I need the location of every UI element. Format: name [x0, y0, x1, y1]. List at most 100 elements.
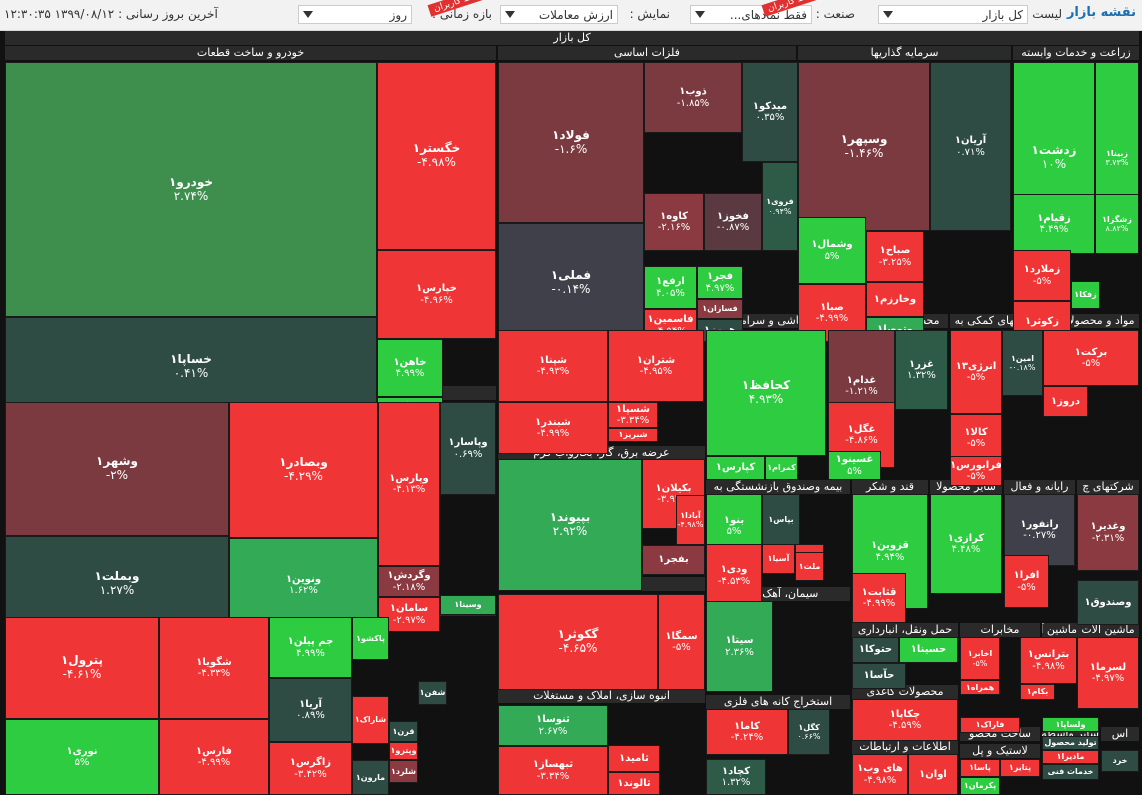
stock-tile[interactable]: ثنوسا۱ ۲.۶۷%	[498, 705, 608, 746]
stock-tile[interactable]: شگویا۱ -۴.۳۳%	[159, 617, 269, 719]
sector-header[interactable]: استخراج کانه های فلزی	[706, 695, 850, 709]
stock-tile[interactable]: کاما۱ -۴.۲۴%	[706, 709, 788, 755]
stock-tile[interactable]: ارفع۱ ۴.۰۵%	[644, 266, 697, 309]
stock-tile[interactable]: پاسا۱	[960, 759, 1000, 777]
stock-tile[interactable]: حسینا۱	[899, 637, 958, 663]
stock-tile[interactable]: شبندر۱ -۴.۹۹%	[498, 402, 608, 454]
stock-tile[interactable]: وخارزم۱	[866, 282, 924, 317]
stock-tile[interactable]: فملی۱ -۰.۱۴%	[498, 223, 644, 342]
stock-tile[interactable]: تولید محصول	[1042, 736, 1099, 750]
stock-tile[interactable]: قرن۱	[389, 721, 418, 742]
stock-tile[interactable]: فجر۱ ۴.۹۷%	[697, 266, 743, 299]
stock-tile[interactable]: شاراک۱	[352, 696, 389, 744]
stock-tile[interactable]: حآسا۱	[852, 663, 906, 689]
sector-header[interactable]: فلزات اساسی	[498, 46, 796, 60]
stock-tile[interactable]: وشهر۱ -۲%	[5, 402, 229, 536]
stock-tile[interactable]: ثالوند۱	[608, 772, 660, 795]
stock-tile[interactable]: همراه۱	[960, 680, 1000, 695]
stock-tile[interactable]: فسازان۱	[697, 299, 743, 319]
stock-tile[interactable]: ولساپا۱	[1042, 717, 1099, 732]
stock-tile[interactable]: آسیا۱	[762, 544, 795, 574]
stock-tile[interactable]: بفجر۱	[642, 545, 705, 575]
stock-tile[interactable]: انرژی۱۳ -۵%	[950, 330, 1002, 414]
stock-tile[interactable]: وپارس۱ -۴.۱۳%	[378, 402, 440, 566]
stock-tile[interactable]: مادیرا۱	[1042, 750, 1099, 764]
stock-tile[interactable]: زشگزا۱ ۸.۸۲%	[1095, 194, 1139, 254]
stock-tile[interactable]: زملارد۱ -۵%	[1013, 250, 1071, 301]
stock-tile[interactable]: شفن۱	[418, 681, 447, 705]
stock-tile[interactable]: خودرو۱ ۲.۷۴%	[5, 62, 377, 317]
stock-tile[interactable]: خدمات فنی	[1042, 764, 1099, 780]
stock-tile[interactable]: مارون۱	[352, 760, 389, 795]
sector-header[interactable]: اس	[1101, 727, 1139, 741]
stock-tile[interactable]: پترول۱ -۴.۶۱%	[5, 617, 159, 719]
stock-tile[interactable]: پتایر۱	[1000, 759, 1040, 777]
stock-tile[interactable]: غسینو۱ ۵%	[828, 451, 881, 480]
stock-tile[interactable]: شسپا۱ -۳.۳۴%	[608, 402, 658, 428]
stock-tile[interactable]: کگل۱ ۰.۶۶%	[788, 709, 830, 755]
stock-tile[interactable]: وغدیر۱ -۲.۳۱%	[1077, 494, 1139, 571]
stock-tile[interactable]: کرازی۱ ۴.۴۸%	[930, 494, 1002, 594]
stock-tile[interactable]: وپترو۱	[389, 742, 418, 760]
stock-tile[interactable]: آبادا۱ -۴.۹۸%	[676, 495, 705, 545]
stock-tile[interactable]: اوان۱	[908, 754, 958, 795]
stock-tile[interactable]: شتران۱ -۴.۹۵%	[608, 330, 704, 402]
stock-tile[interactable]: زاگرس۱ -۳.۴۲%	[269, 742, 352, 795]
list-select[interactable]: کل بازار	[878, 5, 1028, 24]
stock-tile[interactable]: قثابت۱ -۴.۹۹%	[852, 573, 906, 623]
stock-tile[interactable]: کپارس۱	[706, 456, 765, 480]
sector-header[interactable]: ماشین آلات	[1077, 623, 1139, 637]
stock-tile[interactable]: خگستر۱ -۴.۹۸%	[377, 62, 496, 250]
sector-header[interactable]: قند و شکر	[852, 480, 928, 494]
stock-tile[interactable]: سمگا۱ -۵%	[658, 594, 705, 690]
sector-header[interactable]: انبوه سازی، املاک و مستغلات	[498, 689, 705, 703]
stock-tile[interactable]: ودی۱ -۴.۵۳%	[706, 544, 762, 607]
display-select[interactable]: ارزش معاملات	[500, 5, 618, 24]
stock-tile[interactable]: وسپهر۱ -۱.۴۶%	[798, 62, 930, 231]
stock-tile[interactable]: کاوه۱ -۲.۱۶%	[644, 193, 704, 251]
stock-tile[interactable]: برکت۱ -۵%	[1043, 330, 1139, 386]
stock-tile[interactable]: آریا۱ ۰.۸۹%	[269, 678, 352, 742]
stock-tile[interactable]: خپارس۱ -۴.۹۶%	[377, 250, 496, 339]
stock-tile[interactable]: شلرد۱	[389, 760, 418, 783]
stock-tile[interactable]: افرا۱ -۵%	[1004, 555, 1049, 608]
stock-tile[interactable]: آریان۱ ۰.۷۱%	[930, 62, 1011, 231]
stock-tile[interactable]: بکام۱	[1020, 684, 1055, 700]
stock-tile[interactable]: لسرما۱ -۴.۹۷%	[1077, 637, 1139, 709]
stock-tile[interactable]: بپاس۱	[762, 494, 800, 545]
stock-tile[interactable]: امین۱ -۰.۱۸%	[1002, 330, 1043, 396]
sector-header[interactable]: بیمه وصندوق بازنشستگی به	[706, 480, 850, 494]
sector-header[interactable]: حمل ونقل، انبارداری	[852, 623, 958, 637]
stock-tile[interactable]: جم پیلن۱ ۴.۹۹%	[269, 617, 352, 678]
stock-tile[interactable]: زقیام۱ ۴.۴۹%	[1013, 194, 1095, 254]
stock-tile[interactable]: فرابورس۱ -۵%	[950, 456, 1002, 486]
stock-tile[interactable]: خاهن۱ ۴.۹۹%	[377, 339, 443, 397]
stock-tile[interactable]: وپاسار۱ ۰.۶۹%	[440, 402, 496, 495]
stock-tile[interactable]: کحافظ۱ ۴.۹۳%	[706, 330, 826, 456]
stock-tile[interactable]: خرد	[1101, 750, 1139, 772]
stock-tile[interactable]: فاراک۱	[960, 717, 1020, 733]
stock-tile[interactable]: سیتا۱ ۲.۳۶%	[706, 601, 773, 692]
stock-tile[interactable]: دروز۱	[1043, 386, 1088, 417]
stock-tile[interactable]: خساپا۱ ۰.۴۱%	[5, 317, 377, 417]
sector-header[interactable]: مخابرات	[960, 623, 1040, 637]
stock-tile[interactable]: وصندوق۱	[1077, 580, 1139, 625]
stock-tile[interactable]: کمرام۱	[765, 456, 798, 480]
stock-tile[interactable]: بترانس۱ -۴.۹۸%	[1020, 637, 1077, 684]
stock-tile[interactable]: وبصادر۱ -۴.۲۹%	[229, 402, 378, 538]
sector-header[interactable]: لاستیک و پل	[960, 744, 1040, 758]
stock-tile[interactable]: اخابر۱ -۵%	[960, 637, 1000, 680]
stock-tile[interactable]: ملت۱	[795, 552, 824, 581]
stock-tile[interactable]: وشمال۱ ۵%	[798, 217, 866, 284]
stock-tile[interactable]: فروی۱ ۰.۹۴%	[762, 162, 798, 251]
stock-tile[interactable]: نوری۱ ۵%	[5, 719, 159, 795]
stock-tile[interactable]: بپیوند۱ ۲.۹۲%	[498, 459, 642, 591]
stock-tile[interactable]: فارس۱ -۴.۹۹%	[159, 719, 269, 795]
sector-header[interactable]: سرمایه گذاریها	[798, 46, 1011, 60]
sector-header[interactable]: زراعت و خدمات وابسته	[1013, 46, 1139, 60]
sector-header[interactable]: خودرو و ساخت قطعات	[5, 46, 496, 60]
sector-header[interactable]: ماشین آلا	[1042, 623, 1077, 637]
stock-tile[interactable]: رانفور۱ -۰.۲۷%	[1004, 494, 1075, 566]
stock-tile[interactable]: فولاد۱ -۱.۶%	[498, 62, 644, 223]
stock-tile[interactable]: پاکشو۱	[352, 617, 389, 660]
